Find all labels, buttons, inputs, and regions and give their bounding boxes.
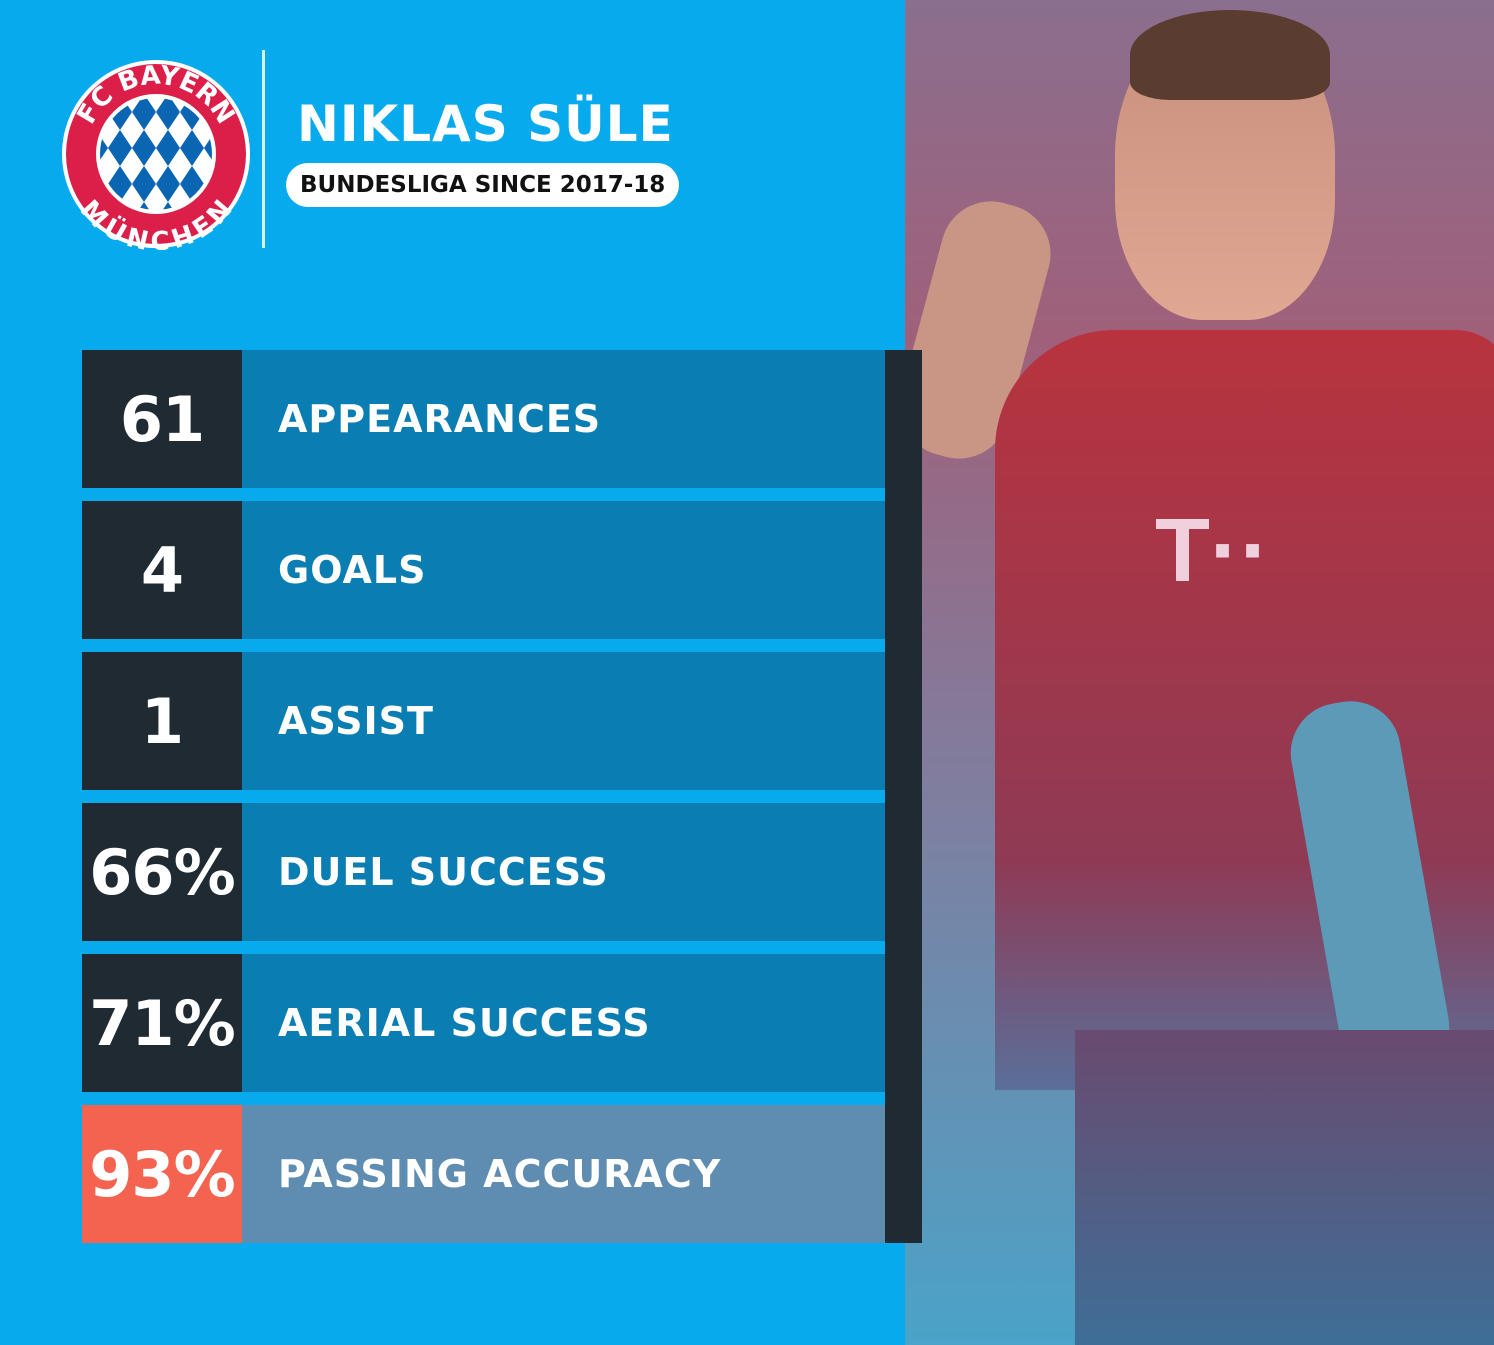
stat-label: GOALS bbox=[242, 501, 885, 639]
stat-value: 71% bbox=[82, 954, 242, 1092]
stat-row: 4 GOALS bbox=[82, 501, 885, 639]
player-photo: T·· bbox=[905, 0, 1494, 1345]
stat-row: 66% DUEL SUCCESS bbox=[82, 803, 885, 941]
stat-value: 1 bbox=[82, 652, 242, 790]
stat-row: 1 ASSIST bbox=[82, 652, 885, 790]
stat-row: 71% AERIAL SUCCESS bbox=[82, 954, 885, 1092]
club-logo: FC BAYERN MÜNCHEN bbox=[62, 60, 250, 250]
stat-value: 66% bbox=[82, 803, 242, 941]
photo-hair bbox=[1130, 10, 1330, 100]
stat-row: 61 APPEARANCES bbox=[82, 350, 885, 488]
stat-value: 61 bbox=[82, 350, 242, 488]
player-name: NIKLAS SÜLE bbox=[297, 95, 674, 153]
stat-label: ASSIST bbox=[242, 652, 885, 790]
stat-label: DUEL SUCCESS bbox=[242, 803, 885, 941]
stats-side-bar bbox=[885, 350, 922, 1243]
header-divider bbox=[262, 50, 265, 248]
stat-label: PASSING ACCURACY bbox=[242, 1105, 885, 1243]
photo-sponsor-logo: T·· bbox=[1155, 501, 1270, 601]
photo-shorts bbox=[1075, 1030, 1494, 1345]
stat-row: 93% PASSING ACCURACY bbox=[82, 1105, 885, 1243]
stat-label: AERIAL SUCCESS bbox=[242, 954, 885, 1092]
stat-value: 93% bbox=[82, 1105, 242, 1243]
stat-value: 4 bbox=[82, 501, 242, 639]
stat-label: APPEARANCES bbox=[242, 350, 885, 488]
subtitle-badge: BUNDESLIGA SINCE 2017-18 bbox=[286, 163, 680, 207]
